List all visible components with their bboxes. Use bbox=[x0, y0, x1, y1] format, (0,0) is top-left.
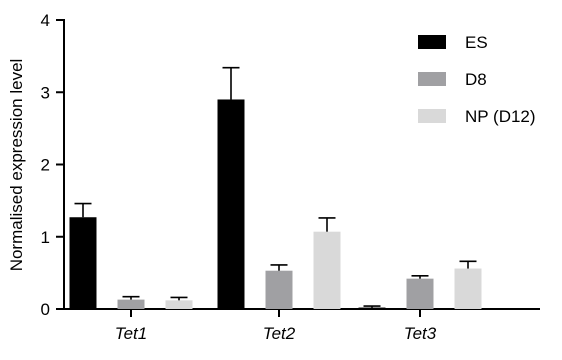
legend-label: D8 bbox=[465, 70, 487, 89]
bar-np-d12--tet1 bbox=[165, 300, 193, 309]
x-tick-label-tet1: Tet1 bbox=[115, 324, 147, 343]
error-bar bbox=[170, 296, 188, 301]
legend: ES D8 NP (D12) bbox=[418, 33, 536, 126]
plot-area: 0 1 2 3 4 Tet1 Tet2 Tet3 bbox=[41, 11, 540, 343]
error-bar bbox=[459, 260, 477, 269]
bar-d8-tet1 bbox=[117, 299, 145, 309]
bar-np-d12--tet3 bbox=[454, 268, 482, 309]
error-bar bbox=[122, 295, 140, 300]
y-tick-label: 0 bbox=[41, 300, 50, 319]
bar-es-tet3 bbox=[358, 307, 386, 309]
bar-es-tet2 bbox=[217, 99, 245, 309]
x-tick-label-tet3: Tet3 bbox=[404, 324, 437, 343]
y-tick-label: 2 bbox=[41, 156, 50, 175]
y-axis-title: Normalised expression level bbox=[7, 59, 26, 272]
bar-np-d12--tet2 bbox=[313, 231, 341, 309]
error-bar bbox=[318, 217, 336, 232]
y-tick-label: 1 bbox=[41, 228, 50, 247]
error-bar bbox=[411, 274, 429, 279]
legend-item-np-d12-: NP (D12) bbox=[418, 107, 536, 126]
bar-es-tet1 bbox=[69, 217, 97, 309]
bar-d8-tet3 bbox=[406, 278, 434, 309]
y-tick-label: 3 bbox=[41, 83, 50, 102]
y-tick-label: 4 bbox=[41, 11, 50, 30]
x-tick-label-tet2: Tet2 bbox=[263, 324, 296, 343]
bar-d8-tet2 bbox=[265, 270, 293, 309]
error-bar bbox=[222, 66, 240, 100]
legend-item-es: ES bbox=[418, 33, 488, 52]
legend-item-d8: D8 bbox=[418, 70, 487, 89]
legend-label: NP (D12) bbox=[465, 107, 536, 126]
error-bar bbox=[363, 305, 381, 308]
legend-swatch bbox=[418, 72, 446, 86]
legend-label: ES bbox=[465, 33, 488, 52]
legend-swatch bbox=[418, 109, 446, 123]
legend-swatch bbox=[418, 35, 446, 49]
error-bar bbox=[270, 264, 288, 271]
error-bar bbox=[74, 202, 92, 218]
